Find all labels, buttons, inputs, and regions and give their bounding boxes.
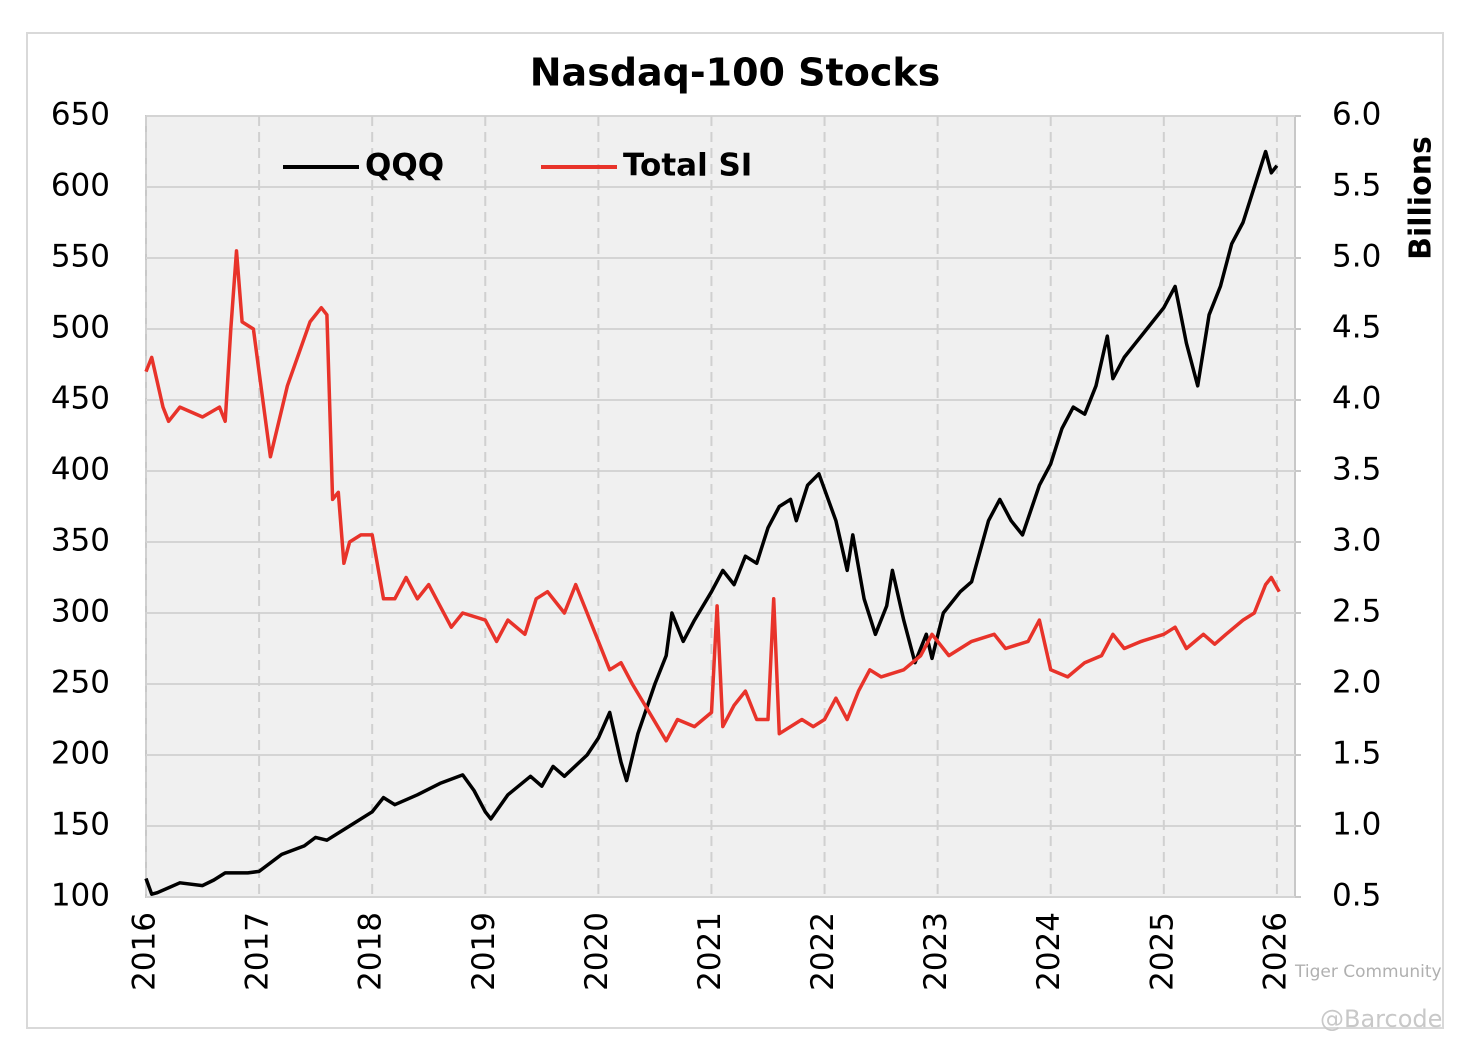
data-line xyxy=(144,149,1279,896)
y-tick-label: 250 xyxy=(51,665,110,701)
y2-tick-label: 3.0 xyxy=(1332,523,1381,559)
y2-tick-label: 3.5 xyxy=(1332,452,1381,488)
y-tick-label: 500 xyxy=(51,310,110,346)
y2-tick-label: 2.0 xyxy=(1332,665,1381,701)
plot-area xyxy=(145,115,1296,898)
x-tick-label: 2018 xyxy=(353,912,389,991)
y2-axis-label: Billions xyxy=(1404,136,1439,260)
x-tick-label: 2026 xyxy=(1257,912,1293,991)
x-tick-label: 2016 xyxy=(127,912,163,991)
y2-tick-label: 5.5 xyxy=(1332,168,1381,204)
y-tick-label: 650 xyxy=(51,97,110,133)
x-tick-label: 2017 xyxy=(240,912,276,991)
y2-tick-label: 1.5 xyxy=(1332,736,1381,772)
chart-title: Nasdaq-100 Stocks xyxy=(530,51,941,95)
x-tick-label: 2023 xyxy=(918,912,954,991)
y-tick-label: 550 xyxy=(51,239,110,275)
y2-tick-label: 6.0 xyxy=(1332,97,1381,133)
x-tick-label: 2021 xyxy=(692,912,728,991)
y2-tick-label: 5.0 xyxy=(1332,239,1381,275)
watermark: @Barcode xyxy=(1320,1005,1442,1033)
y2-tick-label: 4.0 xyxy=(1332,381,1381,417)
y-tick-label: 150 xyxy=(51,807,110,843)
y-tick-label: 100 xyxy=(51,878,110,914)
x-tick-label: 2024 xyxy=(1031,912,1067,991)
data-line xyxy=(144,249,1281,743)
y-tick-label: 300 xyxy=(51,594,110,630)
y-tick-label: 400 xyxy=(51,452,110,488)
x-tick-label: 2025 xyxy=(1144,912,1180,991)
x-tick-label: 2020 xyxy=(579,912,615,991)
y-tick-label: 450 xyxy=(51,381,110,417)
x-tick-label: 2019 xyxy=(466,912,502,991)
y2-tick-label: 4.5 xyxy=(1332,310,1381,346)
y2-tick-label: 1.0 xyxy=(1332,807,1381,843)
legend-label: Total SI xyxy=(623,148,752,184)
y2-tick-label: 0.5 xyxy=(1332,878,1381,914)
y2-tick-label: 2.5 xyxy=(1332,594,1381,630)
watermark: Tiger Community xyxy=(1294,962,1442,982)
y-tick-label: 600 xyxy=(51,168,110,204)
legend-label: QQQ xyxy=(365,148,444,184)
y-tick-label: 350 xyxy=(51,523,110,559)
y-tick-label: 200 xyxy=(51,736,110,772)
x-tick-label: 2022 xyxy=(805,912,841,991)
